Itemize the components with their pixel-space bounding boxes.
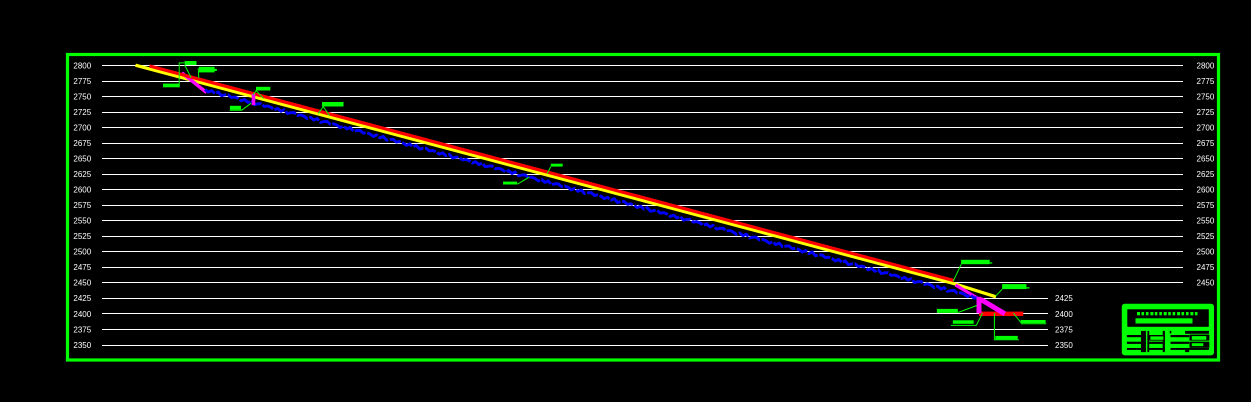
svg-text:2675: 2675 bbox=[73, 139, 91, 148]
svg-text:2775: 2775 bbox=[73, 77, 91, 86]
svg-text:2600: 2600 bbox=[1197, 186, 1215, 195]
svg-text:2400: 2400 bbox=[1055, 310, 1073, 319]
svg-text:2525: 2525 bbox=[73, 232, 91, 241]
svg-text:2575: 2575 bbox=[73, 201, 91, 210]
svg-text:2350: 2350 bbox=[1055, 341, 1073, 350]
svg-text:2350: 2350 bbox=[73, 341, 91, 350]
svg-text:2750: 2750 bbox=[1197, 92, 1215, 101]
svg-text:2625: 2625 bbox=[1197, 170, 1215, 179]
svg-text:2700: 2700 bbox=[1197, 123, 1215, 132]
svg-text:2750: 2750 bbox=[73, 92, 91, 101]
svg-text:2425: 2425 bbox=[73, 294, 91, 303]
svg-text:2475: 2475 bbox=[73, 263, 91, 272]
svg-text:2400: 2400 bbox=[73, 310, 91, 319]
svg-text:2425: 2425 bbox=[1055, 294, 1073, 303]
svg-text:2500: 2500 bbox=[73, 248, 91, 257]
svg-text:2650: 2650 bbox=[1197, 155, 1215, 164]
svg-text:2375: 2375 bbox=[1055, 325, 1073, 334]
svg-text:2600: 2600 bbox=[73, 186, 91, 195]
svg-text:2475: 2475 bbox=[1197, 263, 1215, 272]
svg-text:2725: 2725 bbox=[73, 108, 91, 117]
svg-text:2450: 2450 bbox=[1197, 279, 1215, 288]
svg-text:2525: 2525 bbox=[1197, 232, 1215, 241]
svg-text:2500: 2500 bbox=[1197, 248, 1215, 257]
svg-text:2375: 2375 bbox=[73, 325, 91, 334]
svg-text:2550: 2550 bbox=[1197, 217, 1215, 226]
svg-text:2800: 2800 bbox=[1197, 61, 1215, 70]
svg-text:2450: 2450 bbox=[73, 279, 91, 288]
svg-text:2800: 2800 bbox=[73, 61, 91, 70]
svg-text:2575: 2575 bbox=[1197, 201, 1215, 210]
svg-text:2650: 2650 bbox=[73, 155, 91, 164]
svg-text:2675: 2675 bbox=[1197, 139, 1215, 148]
svg-text:2775: 2775 bbox=[1197, 77, 1215, 86]
svg-text:2725: 2725 bbox=[1197, 108, 1215, 117]
svg-text:2700: 2700 bbox=[73, 123, 91, 132]
svg-text:2625: 2625 bbox=[73, 170, 91, 179]
svg-text:2550: 2550 bbox=[73, 217, 91, 226]
